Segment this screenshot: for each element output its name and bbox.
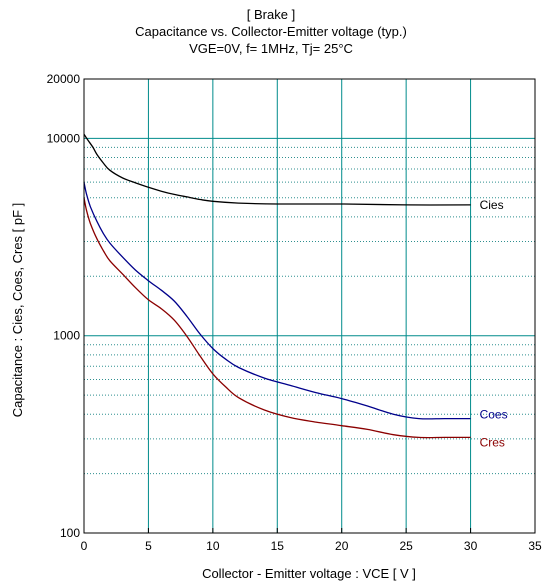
series-lines xyxy=(83,133,471,439)
plot-frame xyxy=(83,78,536,534)
series-line-cres xyxy=(83,197,471,439)
x-tick-labels: 0 5 10 15 20 25 30 35 xyxy=(81,528,542,553)
x-tick-label: 20 xyxy=(335,539,349,553)
series-line-coes xyxy=(83,182,471,420)
x-tick-label: 15 xyxy=(271,539,285,553)
y-tick-label: 100 xyxy=(60,526,80,540)
x-tick-label: 0 xyxy=(81,539,88,553)
chart-title-line-1: [ Brake ] xyxy=(246,7,296,22)
series-label-cies: Cies xyxy=(480,198,504,212)
series-label-coes: Coes xyxy=(480,408,508,422)
x-axis-label: Collector - Emitter voltage : VCE [ V ] xyxy=(202,566,416,581)
x-tick-label: 30 xyxy=(464,539,478,553)
y-tick-label: 1000 xyxy=(53,329,80,343)
series-labels: Cies Coes Cres xyxy=(480,198,508,450)
y-tick-label: 10000 xyxy=(47,131,81,145)
x-tick-label: 5 xyxy=(145,539,152,553)
series-line-cies xyxy=(83,133,471,206)
y-tick-label: 20000 xyxy=(47,72,81,86)
x-tick-label: 35 xyxy=(528,539,542,553)
grid-lines xyxy=(84,79,535,533)
chart-title-line-3: VGE=0V, f= 1MHz, Tj= 25°C xyxy=(189,41,353,56)
series-label-cres: Cres xyxy=(480,435,505,449)
chart-title-line-2: Capacitance vs. Collector-Emitter voltag… xyxy=(135,24,407,39)
y-tick-labels: 100 1000 10000 20000 xyxy=(47,72,81,540)
x-tick-label: 25 xyxy=(399,539,413,553)
x-tick-label: 10 xyxy=(206,539,220,553)
y-axis-label: Capacitance : Cies, Coes, Cres [ pF ] xyxy=(10,203,25,418)
